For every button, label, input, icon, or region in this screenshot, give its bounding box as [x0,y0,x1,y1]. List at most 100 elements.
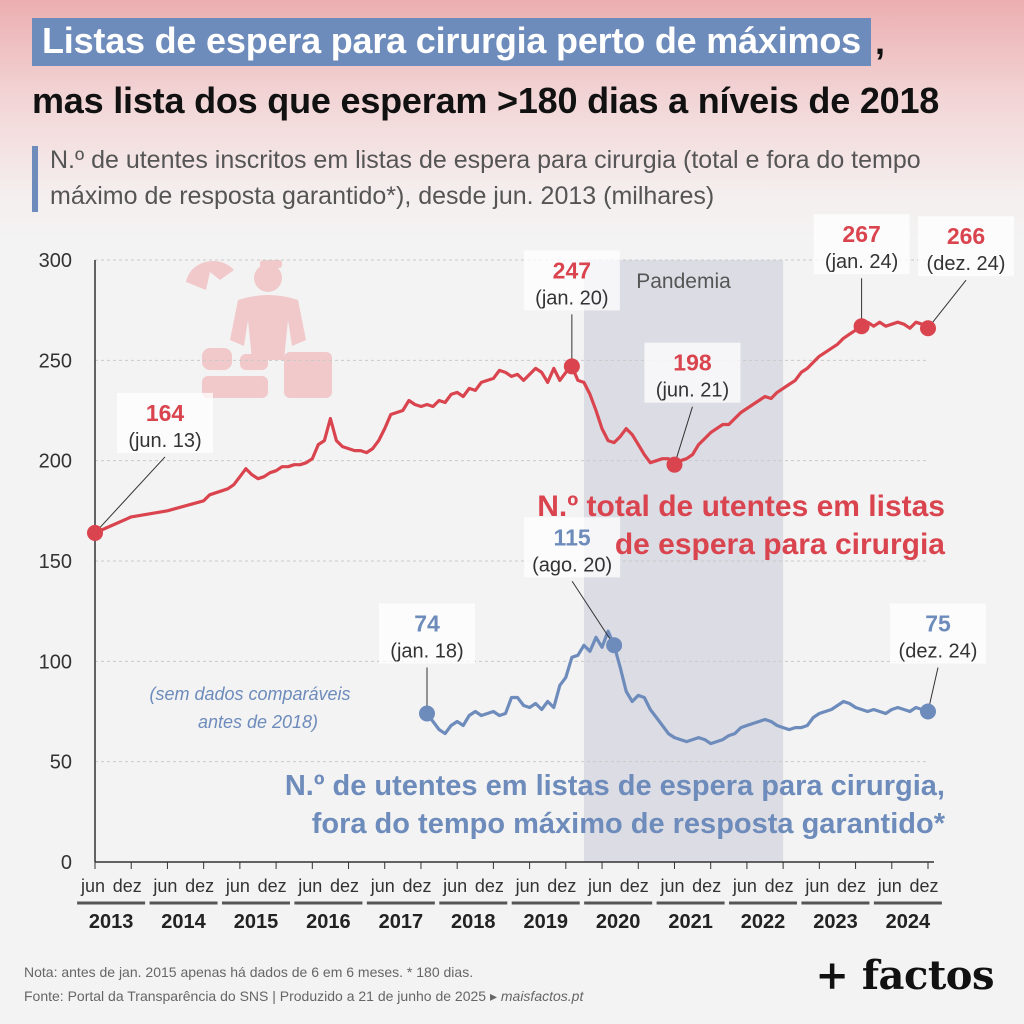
x-tick-label: jun [80,876,105,896]
annotation-box [813,214,910,275]
y-tick-label: 0 [61,852,72,874]
title-line-1: Listas de espera para cirurgia perto de … [32,18,885,66]
annotation-marker [418,705,435,722]
annotation-box [918,216,1014,277]
y-tick-label: 150 [39,551,72,573]
y-tick-label: 100 [39,651,72,673]
year-label: 2024 [886,911,931,933]
annotation-box [524,517,621,578]
x-tick-label: dez [765,876,794,896]
annotation-value: 164 [146,400,185,426]
year-label: 2014 [161,911,206,933]
x-tick-label: jun [659,876,684,896]
annotation-box [523,250,620,311]
annotation-date: (dez. 24) [899,641,978,663]
year-label: 2019 [523,911,568,933]
series-line-total [94,320,929,535]
x-tick-label: jun [225,876,250,896]
x-tick-label: jun [442,876,467,896]
x-tick-label: dez [909,876,938,896]
year-label: 2015 [234,911,279,933]
footer-source: Fonte: Portal da Transparência do SNS | … [24,988,497,1004]
annotation-leader [674,406,693,465]
x-tick-label: dez [185,876,214,896]
annotation-value: 198 [673,350,712,376]
annotation-date: (jan. 24) [825,251,898,273]
x-tick-label: dez [330,876,359,896]
annotation-date: (jan. 18) [390,641,463,663]
x-tick-label: dez [475,876,504,896]
y-tick-label: 300 [39,250,72,272]
annotation-value: 75 [925,611,951,637]
x-tick-label: jun [732,876,757,896]
annotation-box [117,392,213,453]
brand-logo: + factos [815,952,994,999]
annotation-leader [94,456,166,534]
annotation-value: 115 [554,524,591,550]
annotation-date: (jun. 13) [128,430,201,452]
x-tick-label: dez [547,876,576,896]
x-tick-label: dez [837,876,866,896]
annotation-marker [87,524,103,541]
year-label: 2016 [306,911,351,933]
y-tick-label: 200 [39,451,72,473]
x-tick-label: jun [370,876,395,896]
x-tick-label: dez [113,876,142,896]
title-line-2: mas lista dos que esperam >180 dias a ní… [32,80,940,121]
annotation-marker [920,320,936,337]
annotation-box [890,603,986,664]
x-tick-label: jun [515,876,540,896]
subtitle-accent-bar [32,146,38,212]
annotation-box [644,342,741,403]
series-label-total: N.º total de utentes em listas [537,490,945,523]
x-tick-label: jun [587,876,612,896]
no-data-note: antes de 2018) [198,712,318,732]
no-data-note: (sem dados comparáveis [149,684,350,704]
x-tick-label: dez [692,876,721,896]
series-label-fora: fora do tempo máximo de resposta garanti… [312,808,946,840]
annotation-marker [920,703,936,720]
x-tick-label: jun [152,876,177,896]
x-tick-label: jun [804,876,829,896]
title-highlight: Listas de espera para cirurgia perto de … [32,18,871,66]
annotation-box [378,603,475,664]
subtitle: N.º de utentes inscritos em listas de es… [50,146,921,210]
year-label: 2022 [741,911,786,933]
x-tick-label: dez [620,876,649,896]
year-label: 2023 [813,911,858,933]
annotation-date: (ago. 20) [532,554,612,576]
title-comma: , [874,21,885,62]
x-tick-label: jun [297,876,322,896]
pandemic-label: Pandemia [636,270,731,293]
y-tick-label: 250 [39,350,72,372]
annotation-value: 74 [414,611,440,637]
annotation-marker [666,456,683,473]
annotation-date: (jan. 20) [535,287,608,309]
annotation-date: (jun. 21) [656,380,729,402]
footer: Nota: antes de jan. 2015 apenas há dados… [24,960,583,1008]
annotation-value: 266 [947,223,985,249]
series-label-total: de espera para cirurgia [615,528,945,561]
x-tick-label: jun [877,876,902,896]
annotation-leader [927,279,967,329]
x-tick-label: dez [402,876,431,896]
year-label: 2017 [379,911,424,933]
year-label: 2020 [596,911,641,933]
annotation-date: (dez. 24) [927,253,1006,275]
annotation-leader [571,581,615,646]
footer-site: maisfactos.pt [500,988,584,1004]
year-label: 2021 [668,911,713,933]
annotation-marker [606,637,623,654]
series-label-fora: N.º de utentes em listas de espera para … [285,770,945,802]
annotation-marker [853,318,870,335]
annotation-value: 247 [553,257,591,283]
footer-note: Nota: antes de jan. 2015 apenas há dados… [24,964,474,980]
year-label: 2013 [89,911,134,933]
series-line-fora [425,629,929,746]
annotation-value: 267 [842,221,880,247]
surgeon-illustration-icon [186,260,332,398]
x-tick-label: dez [258,876,287,896]
year-label: 2018 [451,911,496,933]
footer-source-line: Fonte: Portal da Transparência do SNS | … [24,984,583,1008]
